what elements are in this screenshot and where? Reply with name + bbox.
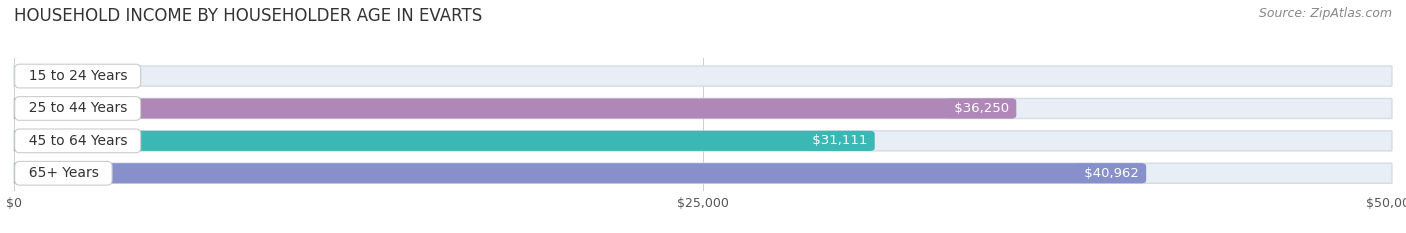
Text: Source: ZipAtlas.com: Source: ZipAtlas.com (1258, 7, 1392, 20)
Text: HOUSEHOLD INCOME BY HOUSEHOLDER AGE IN EVARTS: HOUSEHOLD INCOME BY HOUSEHOLDER AGE IN E… (14, 7, 482, 25)
FancyBboxPatch shape (14, 98, 1392, 119)
FancyBboxPatch shape (14, 163, 1143, 183)
Text: $0: $0 (37, 70, 53, 82)
Text: $36,250: $36,250 (949, 102, 1014, 115)
Text: 15 to 24 Years: 15 to 24 Years (20, 69, 136, 83)
FancyBboxPatch shape (14, 131, 872, 151)
Text: 65+ Years: 65+ Years (20, 166, 107, 180)
FancyBboxPatch shape (14, 98, 1014, 119)
FancyBboxPatch shape (14, 131, 1392, 151)
Text: 25 to 44 Years: 25 to 44 Years (20, 101, 136, 116)
Text: $40,962: $40,962 (1080, 167, 1143, 180)
Text: 45 to 64 Years: 45 to 64 Years (20, 134, 136, 148)
Text: $31,111: $31,111 (808, 134, 872, 147)
FancyBboxPatch shape (14, 66, 1392, 86)
FancyBboxPatch shape (14, 163, 1392, 183)
